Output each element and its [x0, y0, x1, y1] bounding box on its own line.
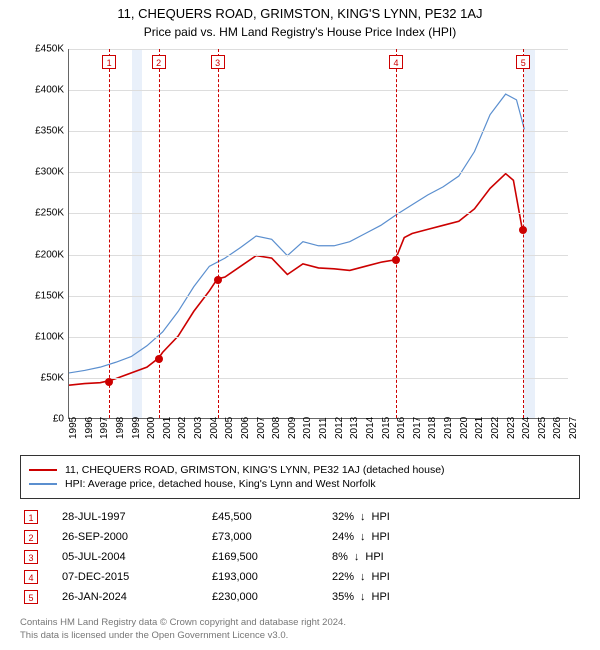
sales-marker-badge: 3 [24, 550, 38, 564]
sale-dot [105, 378, 113, 386]
y-tick-label: £200K [20, 249, 64, 260]
legend-swatch [29, 483, 57, 485]
page-subtitle: Price paid vs. HM Land Registry's House … [0, 25, 600, 39]
footer-attribution: Contains HM Land Registry data © Crown c… [20, 617, 580, 643]
sale-marker-line [109, 49, 110, 418]
y-tick-label: £350K [20, 126, 64, 137]
sales-marker-badge: 1 [24, 510, 38, 524]
sales-row: 4 07-DEC-2015£193,00022% ↓ HPI [20, 567, 580, 587]
sale-marker-badge: 1 [102, 55, 116, 69]
sales-date: 26-SEP-2000 [62, 531, 212, 543]
sales-diff-pct: 8% [332, 551, 348, 563]
sale-marker-badge: 2 [152, 55, 166, 69]
gridline-h [69, 337, 568, 338]
arrow-down-icon: ↓ [354, 551, 360, 563]
sales-table: 1 28-JUL-1997£45,50032% ↓ HPI 2 26-SEP-2000£7… [20, 507, 580, 607]
sales-diff-pct: 35% [332, 591, 354, 603]
sales-price: £73,000 [212, 531, 332, 543]
sale-dot [392, 256, 400, 264]
sales-row: 2 26-SEP-2000£73,00024% ↓ HPI [20, 527, 580, 547]
chart-lines [69, 49, 568, 418]
sale-dot [214, 276, 222, 284]
sales-diff-label: HPI [372, 511, 390, 523]
arrow-down-icon: ↓ [360, 571, 366, 583]
sales-diff: 32% ↓ HPI [332, 511, 576, 523]
sales-marker-badge: 2 [24, 530, 38, 544]
gridline-h [69, 378, 568, 379]
gridline-h [69, 172, 568, 173]
series-property [69, 174, 522, 386]
gridline-h [69, 131, 568, 132]
title-block: 11, CHEQUERS ROAD, GRIMSTON, KING'S LYNN… [0, 0, 600, 41]
sales-date: 05-JUL-2004 [62, 551, 212, 563]
gridline-h [69, 255, 568, 256]
sales-diff-pct: 32% [332, 511, 354, 523]
arrow-down-icon: ↓ [360, 591, 366, 603]
sales-diff: 35% ↓ HPI [332, 591, 576, 603]
gridline-h [69, 213, 568, 214]
sales-marker-badge: 5 [24, 590, 38, 604]
y-tick-label: £100K [20, 331, 64, 342]
y-tick-label: £400K [20, 85, 64, 96]
footer-line-1: Contains HM Land Registry data © Crown c… [20, 617, 580, 630]
sale-dot [155, 355, 163, 363]
y-tick-label: £300K [20, 167, 64, 178]
sales-row: 5 26-JAN-2024£230,00035% ↓ HPI [20, 587, 580, 607]
sales-diff: 24% ↓ HPI [332, 531, 576, 543]
sale-marker-line [218, 49, 219, 418]
legend-swatch [29, 469, 57, 471]
page-title: 11, CHEQUERS ROAD, GRIMSTON, KING'S LYNN… [0, 6, 600, 21]
sales-diff-label: HPI [372, 531, 390, 543]
sale-marker-badge: 4 [389, 55, 403, 69]
sale-dot [519, 226, 527, 234]
sales-price: £230,000 [212, 591, 332, 603]
sales-date: 28-JUL-1997 [62, 511, 212, 523]
y-tick-label: £150K [20, 290, 64, 301]
gridline-h [69, 49, 568, 50]
legend-label: 11, CHEQUERS ROAD, GRIMSTON, KING'S LYNN… [65, 464, 445, 476]
gridline-h [69, 90, 568, 91]
y-tick-label: £0 [20, 414, 64, 425]
sales-row: 1 28-JUL-1997£45,50032% ↓ HPI [20, 507, 580, 527]
chart-page: 11, CHEQUERS ROAD, GRIMSTON, KING'S LYNN… [0, 0, 600, 650]
y-tick-label: £450K [20, 44, 64, 55]
sales-date: 26-JAN-2024 [62, 591, 212, 603]
sales-diff-label: HPI [372, 571, 390, 583]
legend-row: HPI: Average price, detached house, King… [29, 478, 571, 490]
legend-box: 11, CHEQUERS ROAD, GRIMSTON, KING'S LYNN… [20, 455, 580, 499]
footer-line-2: This data is licensed under the Open Gov… [20, 630, 580, 643]
arrow-down-icon: ↓ [360, 531, 366, 543]
sale-marker-line [396, 49, 397, 418]
series-hpi [69, 94, 524, 373]
sales-diff-label: HPI [365, 551, 383, 563]
gridline-h [69, 296, 568, 297]
sale-marker-badge: 3 [211, 55, 225, 69]
sales-diff: 22% ↓ HPI [332, 571, 576, 583]
legend-label: HPI: Average price, detached house, King… [65, 478, 376, 490]
sales-diff: 8% ↓ HPI [332, 551, 576, 563]
sales-diff-pct: 24% [332, 531, 354, 543]
sales-row: 3 05-JUL-2004£169,5008% ↓ HPI [20, 547, 580, 567]
sales-price: £193,000 [212, 571, 332, 583]
sales-price: £45,500 [212, 511, 332, 523]
sales-marker-badge: 4 [24, 570, 38, 584]
y-tick-label: £50K [20, 372, 64, 383]
legend-row: 11, CHEQUERS ROAD, GRIMSTON, KING'S LYNN… [29, 464, 571, 476]
sales-date: 07-DEC-2015 [62, 571, 212, 583]
x-tick-label: 2027 [568, 417, 596, 439]
chart-area: £0 £50K £100K £150K £200K £250K £300K £350K £400… [20, 49, 580, 449]
sales-diff-pct: 22% [332, 571, 354, 583]
plot-area: 1 2 3 4 5 [68, 49, 568, 419]
arrow-down-icon: ↓ [360, 511, 366, 523]
sales-diff-label: HPI [372, 591, 390, 603]
sale-marker-badge: 5 [516, 55, 530, 69]
sales-price: £169,500 [212, 551, 332, 563]
y-tick-label: £250K [20, 208, 64, 219]
